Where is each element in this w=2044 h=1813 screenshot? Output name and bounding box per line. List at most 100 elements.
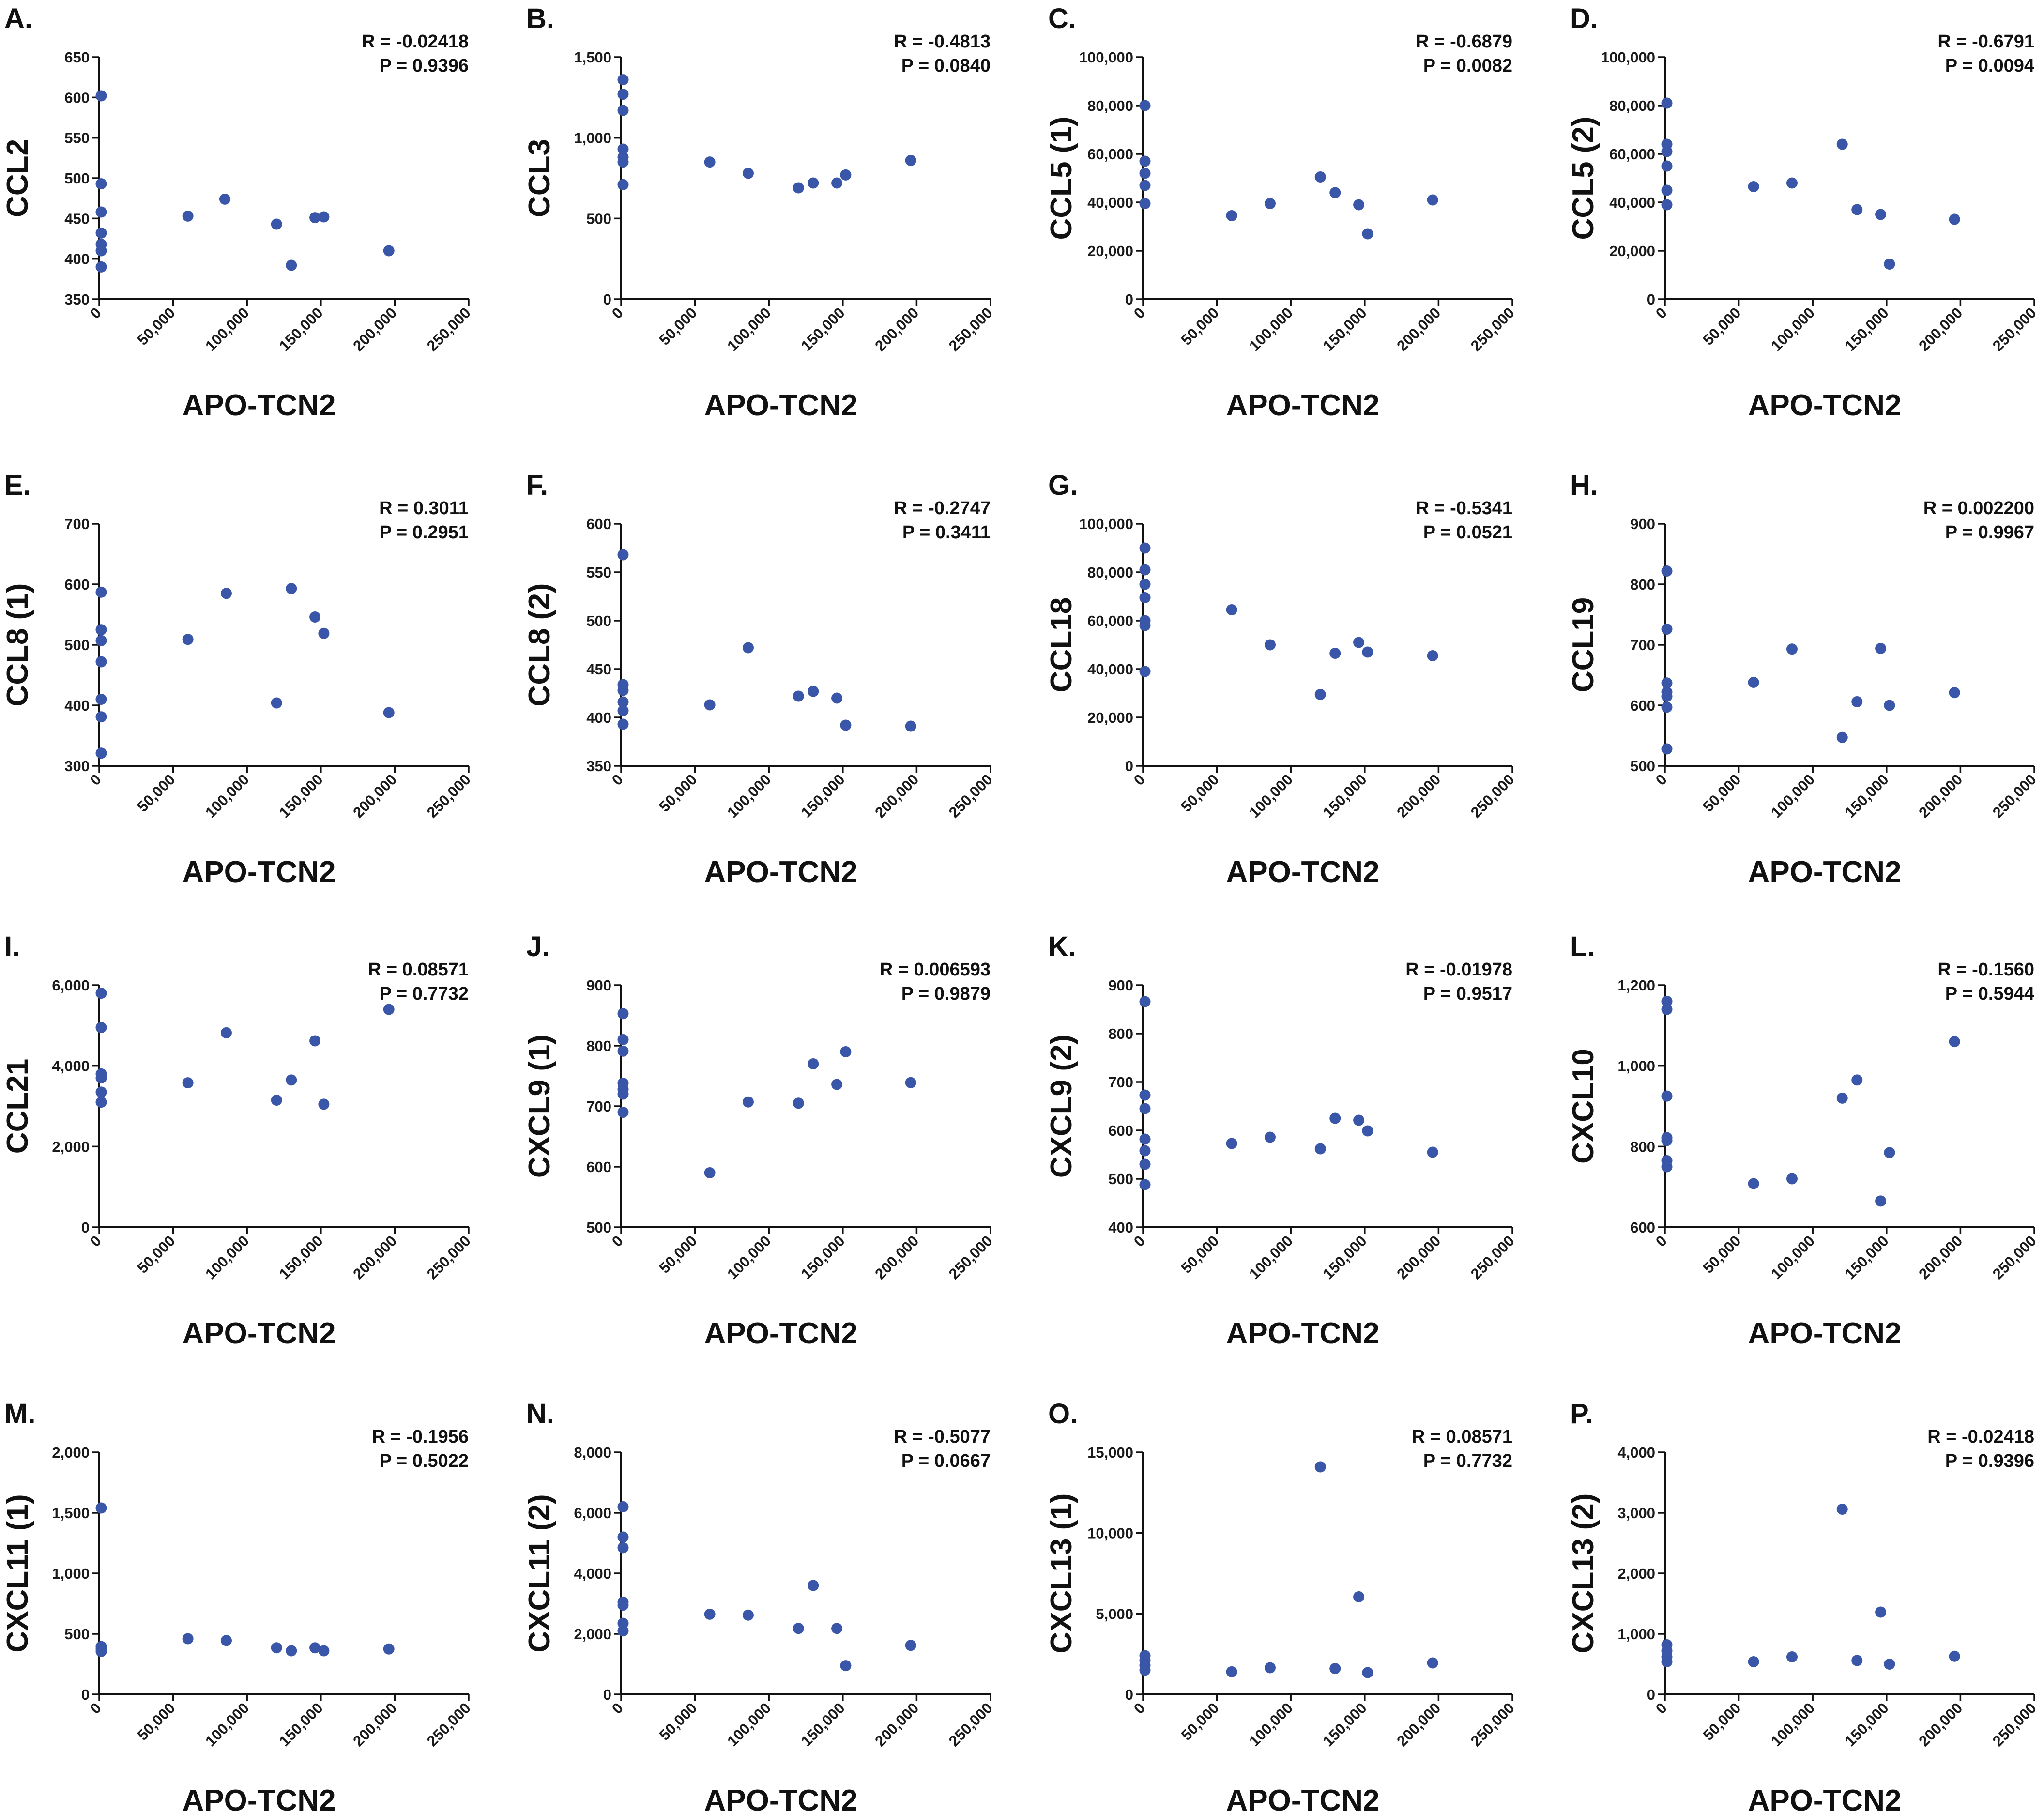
data-point	[617, 1542, 629, 1554]
x-tick-label: 200,000	[350, 304, 400, 354]
y-tick-label: 1,000	[1617, 1626, 1655, 1643]
y-axis-label: CXCL13 (2)	[1567, 1493, 1600, 1654]
data-point	[1884, 700, 1895, 711]
data-point	[905, 720, 916, 732]
data-point	[1329, 648, 1341, 659]
x-tick-label: 0	[1130, 771, 1148, 789]
x-tick-label: 250,000	[1467, 771, 1518, 821]
data-point	[1139, 666, 1151, 677]
x-tick-label: 150,000	[1320, 304, 1370, 354]
panel-letter: H.	[1570, 470, 1598, 501]
data-point	[1264, 639, 1276, 651]
x-tick-label: 150,000	[1842, 771, 1892, 821]
data-point	[1139, 168, 1151, 179]
y-tick-label: 6,000	[52, 977, 90, 994]
data-point	[1226, 1666, 1237, 1677]
x-tick-label: 50,000	[1178, 771, 1222, 815]
y-tick-label: 700	[586, 1098, 611, 1115]
x-axis-label: APO-TCN2	[1748, 855, 1902, 889]
x-tick-label: 50,000	[1700, 1232, 1744, 1277]
y-tick-label: 100,000	[1079, 49, 1133, 66]
data-point	[1139, 1133, 1151, 1145]
x-tick-label: 250,000	[1467, 304, 1518, 354]
data-point	[793, 690, 804, 702]
data-point	[95, 624, 107, 636]
data-point	[1353, 1591, 1365, 1602]
data-point	[1851, 204, 1863, 215]
data-point	[617, 1531, 629, 1543]
data-point	[1661, 677, 1673, 689]
x-tick-label: 50,000	[656, 304, 701, 349]
data-point	[1661, 97, 1673, 109]
x-tick-label: 200,000	[1915, 304, 1966, 354]
data-point	[1661, 565, 1673, 577]
y-axis-label: CXCL11 (2)	[523, 1494, 556, 1652]
y-tick-label: 1,000	[574, 130, 611, 147]
x-tick-label: 200,000	[1915, 1699, 1966, 1750]
stat-p-value: P = 0.9967	[1945, 522, 2034, 543]
panel-letter: I.	[4, 931, 20, 962]
data-point	[1139, 1145, 1151, 1157]
x-axis-label: APO-TCN2	[183, 855, 336, 889]
data-point	[1661, 624, 1673, 635]
data-point	[1661, 1161, 1673, 1173]
y-tick-label: 450	[64, 210, 90, 227]
x-tick-label: 50,000	[1178, 304, 1222, 349]
stat-p-value: P = 0.7732	[1423, 1451, 1512, 1471]
data-point	[318, 1098, 330, 1110]
data-point	[1139, 620, 1151, 631]
y-tick-label: 2,000	[52, 1444, 90, 1461]
data-point	[1661, 1004, 1673, 1015]
x-tick-label: 100,000	[1768, 304, 1818, 354]
x-tick-label: 100,000	[724, 304, 774, 354]
data-point	[1329, 1663, 1341, 1675]
y-axis-label: CCL3	[523, 139, 556, 217]
x-tick-label: 250,000	[1467, 1699, 1518, 1750]
stat-p-value: P = 0.0094	[1945, 56, 2034, 76]
data-point	[617, 156, 629, 168]
x-tick-label: 0	[87, 1699, 105, 1717]
data-point	[617, 1034, 629, 1045]
y-tick-label: 500	[586, 210, 611, 227]
data-point	[1748, 677, 1759, 688]
x-tick-label: 50,000	[1700, 1699, 1744, 1744]
data-point	[95, 1645, 107, 1657]
data-point	[1661, 1135, 1673, 1146]
x-tick-label: 50,000	[134, 1699, 179, 1744]
data-point	[1139, 996, 1151, 1007]
y-tick-label: 1,000	[1617, 1058, 1655, 1075]
data-point	[383, 707, 395, 718]
data-point	[1748, 1656, 1759, 1667]
panel-h: H. 500 600 700 800 900 0 50,000 100,000 150,000 20…	[1567, 470, 2040, 889]
panel-letter: G.	[1048, 470, 1078, 501]
data-point	[808, 686, 819, 697]
x-tick-label: 0	[1652, 771, 1670, 789]
y-tick-label: 20,000	[1087, 709, 1133, 726]
data-point	[793, 182, 804, 194]
panel-m: M. 0 500 1,000 1,500 2,000 0 50,000 100,000 150,0…	[1, 1398, 474, 1813]
y-tick-label: 80,000	[1087, 97, 1133, 114]
x-tick-label: 100,000	[1768, 771, 1818, 821]
x-tick-label: 250,000	[1989, 304, 2040, 354]
data-point	[95, 245, 107, 257]
data-point	[840, 719, 852, 731]
data-point	[905, 154, 916, 166]
x-tick-label: 100,000	[202, 1699, 252, 1750]
y-tick-label: 900	[586, 977, 611, 994]
y-tick-label: 700	[1108, 1074, 1133, 1091]
data-point	[220, 1635, 232, 1646]
y-tick-label: 2,000	[574, 1626, 611, 1643]
data-point	[95, 1502, 107, 1514]
data-point	[1661, 743, 1673, 755]
data-point	[1786, 177, 1798, 189]
data-point	[1139, 564, 1151, 576]
x-tick-label: 200,000	[1393, 304, 1444, 354]
data-point	[95, 635, 107, 646]
x-tick-label: 250,000	[946, 771, 996, 821]
y-tick-label: 0	[1125, 291, 1133, 308]
x-tick-label: 150,000	[276, 771, 326, 821]
panel-letter: D.	[1570, 3, 1598, 34]
panel-l: L. 600 800 1,000 1,200 0 50,000 100,000 150,000 2…	[1567, 931, 2040, 1350]
data-point	[383, 245, 395, 257]
data-point	[1353, 1114, 1365, 1126]
